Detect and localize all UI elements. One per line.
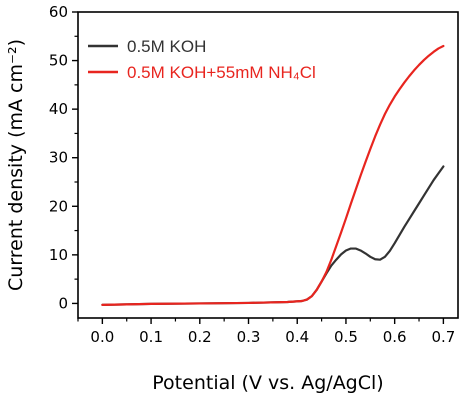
y-axis-title: Current density (mA cm⁻²) — [5, 39, 27, 291]
x-axis-title: Potential (V vs. Ag/AgCl) — [152, 372, 383, 394]
y-tick-label: 30 — [49, 149, 68, 167]
y-tick-label: 50 — [49, 52, 68, 70]
y-tick-label: 20 — [49, 197, 68, 215]
plot-frame — [77, 11, 459, 319]
series-line-0 — [101, 165, 445, 306]
y-tick-label: 60 — [49, 3, 68, 21]
x-tick-label: 0.0 — [90, 328, 114, 346]
x-tick-label: 0.3 — [237, 328, 261, 346]
legend-label-koh: 0.5M KOH — [127, 37, 206, 56]
legend-label-koh-nh4cl: 0.5M KOH+55mM NH₄Cl — [127, 63, 316, 82]
series-line-1 — [101, 44, 445, 306]
x-tick-label: 0.6 — [383, 328, 407, 346]
x-tick-label: 0.4 — [285, 328, 309, 346]
x-tick-label: 0.5 — [334, 328, 358, 346]
x-tick-label: 0.1 — [139, 328, 163, 346]
legend: 0.5M KOH 0.5M KOH+55mM NH₄Cl — [88, 37, 316, 82]
y-axis: 0 10 20 30 40 50 60 — [49, 3, 78, 312]
y-tick-label: 10 — [49, 246, 68, 264]
x-axis: 0.0 0.1 0.2 0.3 0.4 0.5 0.6 0.7 — [77, 318, 455, 346]
x-tick-label: 0.7 — [431, 328, 455, 346]
series-lines — [101, 44, 445, 306]
y-tick-label: 0 — [58, 294, 68, 312]
y-tick-label: 40 — [49, 100, 68, 118]
x-tick-label: 0.2 — [188, 328, 212, 346]
